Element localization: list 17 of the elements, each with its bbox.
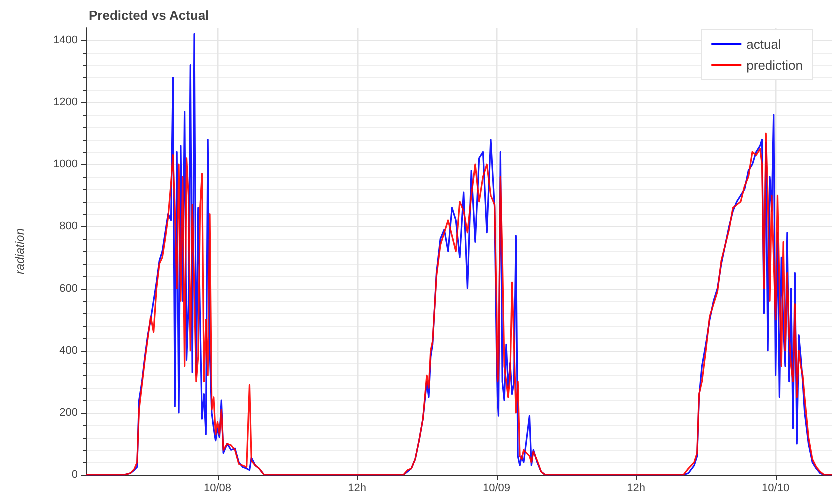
- x-tick-label: 10/09: [483, 482, 511, 494]
- x-tick-label: 10/08: [204, 482, 232, 494]
- y-tick-label: 400: [60, 344, 78, 357]
- x-tick-label: 12h: [627, 482, 646, 494]
- legend-label: prediction: [746, 58, 804, 73]
- x-tick-label: 12h: [348, 482, 366, 494]
- y-tick-label: 600: [60, 282, 78, 295]
- x-tick-label: 10/10: [762, 482, 790, 494]
- y-tick-label: 0: [72, 469, 78, 481]
- y-tick-label: 1400: [54, 34, 78, 46]
- chart-title: Predicted vs Actual: [89, 8, 210, 23]
- y-tick-label: 1000: [54, 158, 78, 171]
- legend-label: actual: [746, 37, 782, 52]
- y-tick-label: 800: [60, 220, 78, 233]
- y-tick-label: 1200: [54, 96, 78, 108]
- y-axis-title: radiation: [13, 228, 27, 275]
- y-tick-label: 200: [60, 406, 78, 419]
